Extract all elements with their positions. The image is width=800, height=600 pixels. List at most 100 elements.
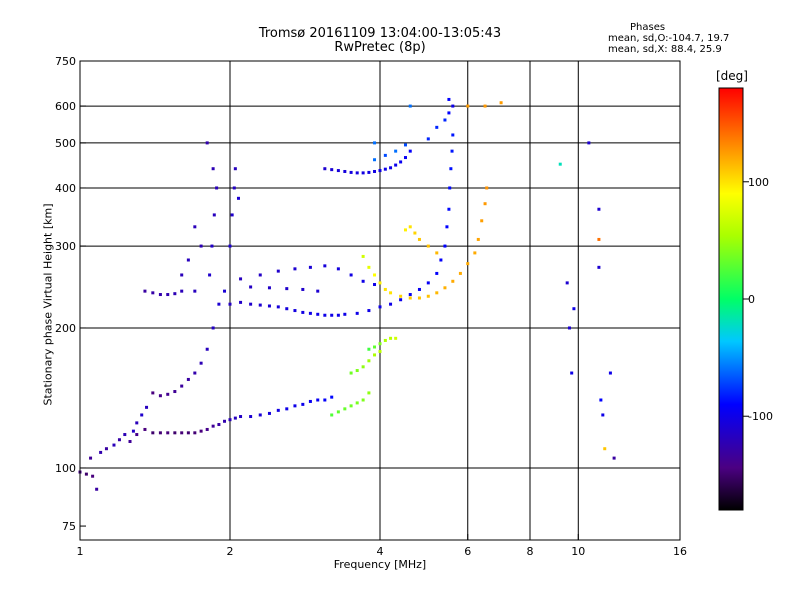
data-point — [597, 265, 601, 269]
data-point — [443, 286, 447, 290]
data-point — [435, 291, 439, 295]
data-point — [383, 287, 387, 291]
data-point — [612, 456, 616, 460]
data-point — [230, 213, 234, 217]
x-axis-label: Frequency [MHz] — [333, 558, 427, 571]
data-point — [355, 171, 359, 175]
x-tick-label: 2 — [227, 545, 234, 558]
data-point — [408, 225, 412, 229]
data-point — [349, 371, 353, 375]
data-point — [166, 293, 170, 297]
data-point — [249, 415, 253, 419]
data-point — [239, 277, 243, 281]
data-point — [330, 413, 334, 417]
data-point — [389, 166, 393, 170]
data-point — [186, 431, 190, 435]
data-point — [316, 398, 320, 402]
data-point — [211, 167, 215, 171]
data-point — [435, 251, 439, 255]
data-point — [378, 342, 382, 346]
data-point — [91, 474, 95, 478]
data-point — [572, 307, 576, 311]
data-point — [361, 398, 365, 402]
colorbar-tick-label: -100 — [748, 410, 773, 423]
data-point — [367, 309, 371, 313]
data-point — [367, 347, 371, 351]
data-point — [276, 408, 280, 412]
data-point — [408, 293, 412, 297]
data-point — [223, 419, 227, 423]
data-point — [158, 293, 162, 297]
data-point — [232, 186, 236, 190]
data-point — [587, 141, 591, 145]
data-point — [383, 153, 387, 157]
data-point — [323, 167, 327, 171]
data-point — [447, 207, 451, 211]
data-point — [413, 231, 417, 235]
data-point — [476, 237, 480, 241]
data-point — [285, 287, 289, 291]
data-point — [151, 391, 155, 395]
data-point — [399, 298, 403, 302]
data-point — [483, 202, 487, 206]
data-point — [378, 305, 382, 309]
data-point — [389, 302, 393, 306]
data-point — [373, 141, 377, 145]
data-point — [426, 137, 430, 141]
data-points — [78, 97, 616, 491]
data-point — [336, 313, 340, 317]
x-tick-label: 1 — [77, 545, 84, 558]
data-point — [308, 311, 312, 315]
data-point — [95, 487, 99, 491]
data-point — [199, 429, 203, 433]
data-point — [443, 118, 447, 122]
data-point — [443, 244, 447, 248]
axis-ticks: 1 2 4 6 8 10 16 75 100 200 300 400 500 600 750 — [55, 55, 687, 558]
x-tick-label: 16 — [673, 545, 687, 558]
data-point — [447, 111, 451, 115]
data-point — [330, 395, 334, 399]
chart-subtitle: RwPretec (8p) — [334, 40, 426, 55]
data-point — [316, 289, 320, 293]
data-point — [336, 169, 340, 173]
data-point — [123, 433, 127, 437]
data-point — [135, 421, 139, 425]
data-point — [258, 273, 262, 277]
data-point — [343, 169, 347, 173]
data-point — [217, 302, 221, 306]
data-point — [378, 349, 382, 353]
data-point — [403, 228, 407, 232]
data-point — [394, 149, 398, 153]
data-point — [267, 286, 271, 290]
data-point — [367, 265, 371, 269]
colorbar — [718, 87, 744, 511]
data-point — [336, 267, 340, 271]
data-point — [128, 439, 132, 443]
data-point — [361, 279, 365, 283]
data-point — [145, 405, 149, 409]
data-point — [373, 169, 377, 173]
data-point — [330, 168, 334, 172]
data-point — [249, 285, 253, 289]
data-point — [212, 213, 216, 217]
data-point — [89, 456, 93, 460]
data-point — [180, 431, 184, 435]
data-point — [173, 431, 177, 435]
data-point — [383, 338, 387, 342]
data-point — [451, 279, 455, 283]
data-point — [308, 265, 312, 269]
data-point — [435, 125, 439, 129]
data-point — [239, 415, 243, 419]
data-point — [373, 283, 377, 287]
data-point — [597, 237, 601, 241]
data-point — [205, 347, 209, 351]
data-point — [258, 413, 262, 417]
y-tick-label: 100 — [55, 462, 76, 475]
data-point — [180, 289, 184, 293]
phases-legend-title: Phases — [630, 22, 666, 33]
data-point — [426, 281, 430, 285]
data-point — [228, 244, 232, 248]
x-tick-label: 6 — [464, 545, 471, 558]
phases-legend-x: mean, sd,X: 88.4, 25.9 — [608, 44, 722, 55]
data-point — [378, 169, 382, 173]
